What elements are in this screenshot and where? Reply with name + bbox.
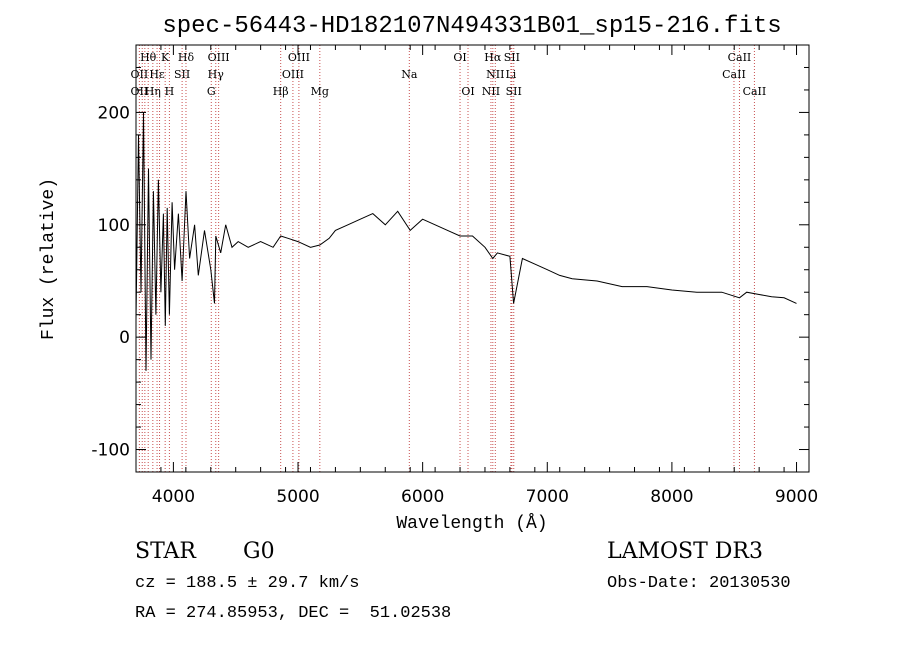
line-label: Hε <box>149 68 165 81</box>
line-label: G <box>207 85 216 98</box>
x-axis-label: Wavelength (Å) <box>396 513 547 534</box>
line-label: OII <box>131 85 149 98</box>
x-tick-label: 6000 <box>401 487 444 507</box>
x-tick-label: 5000 <box>276 487 319 507</box>
spectrum-line <box>135 112 797 371</box>
line-label: Mg <box>311 85 329 98</box>
line-label: K <box>161 51 170 64</box>
line-label: CaII <box>722 68 746 81</box>
observation-date: Obs-Date: 20130530 <box>607 574 791 593</box>
object-class: STAR <box>135 539 196 564</box>
line-label: OI <box>453 51 466 64</box>
line-label: Hα <box>484 51 502 64</box>
line-label: H <box>165 85 175 98</box>
plot-frame <box>135 44 810 473</box>
line-label: CaII <box>728 51 752 64</box>
y-tick-label: 100 <box>98 216 130 236</box>
object-subclass: G0 <box>243 539 275 564</box>
line-label: OIII <box>208 51 230 64</box>
line-markers <box>138 45 755 472</box>
x-tick-label: 8000 <box>650 487 693 507</box>
line-label: OII <box>131 68 149 81</box>
line-label: Li <box>505 68 516 81</box>
line-label: NII <box>486 68 504 81</box>
line-label: SII <box>506 85 522 98</box>
redshift-cz: cz = 188.5 ± 29.7 km/s <box>135 574 360 593</box>
line-label: Hη <box>145 85 161 98</box>
y-tick-label: 200 <box>98 103 130 123</box>
line-label: Hδ <box>178 51 195 64</box>
y-axis-label: Flux (relative) <box>39 178 59 340</box>
line-label: CaII <box>743 85 767 98</box>
x-tick-label: 4000 <box>152 487 195 507</box>
spectrum-series <box>135 112 797 371</box>
line-label: SII <box>174 68 190 81</box>
line-label: Hβ <box>273 85 289 98</box>
line-label: SII <box>504 51 520 64</box>
y-tick-label: -100 <box>91 441 130 461</box>
survey-name: LAMOST DR3 <box>607 539 763 564</box>
line-label: Hθ <box>140 51 157 64</box>
x-tick-label: 7000 <box>526 487 569 507</box>
line-label: OI <box>461 85 474 98</box>
line-label: Na <box>401 68 418 81</box>
line-label: OIII <box>288 51 310 64</box>
x-tick-label: 9000 <box>775 487 818 507</box>
coordinates: RA = 274.85953, DEC = 51.02538 <box>135 604 452 623</box>
line-label: OIII <box>282 68 304 81</box>
line-label: Hγ <box>208 68 225 81</box>
y-tick-label: 0 <box>119 328 130 348</box>
chart-title: spec-56443-HD182107N494331B01_sp15-216.f… <box>162 13 781 40</box>
line-label: NII <box>482 85 500 98</box>
axis-ticks: 4000 5000 6000 7000 8000 9000 -100 0 100 200 <box>91 45 818 507</box>
